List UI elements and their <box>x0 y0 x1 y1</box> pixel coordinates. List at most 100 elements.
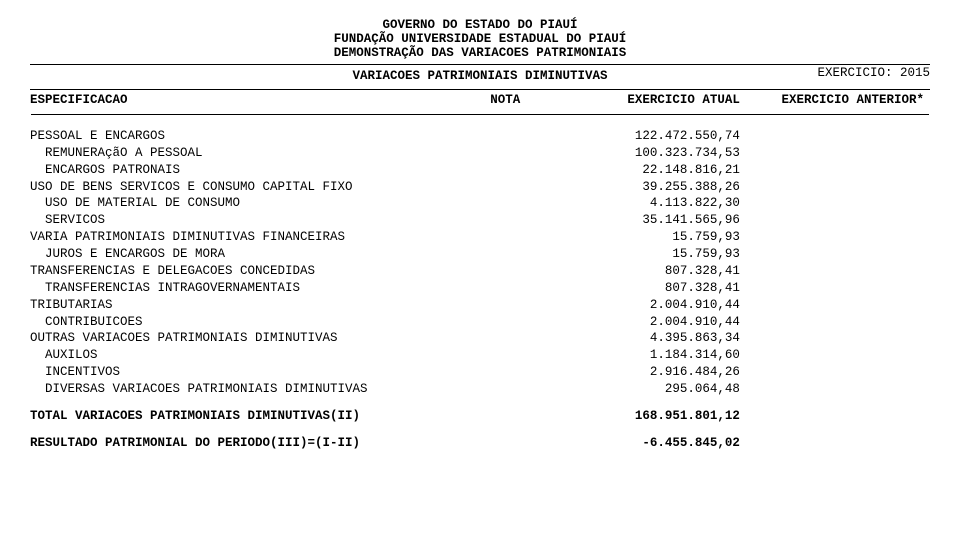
row-anterior <box>746 314 930 331</box>
total-nota <box>490 435 562 452</box>
row-nota <box>490 364 562 381</box>
row-anterior <box>746 364 930 381</box>
row-label: CONTRIBUICOES <box>30 314 490 331</box>
total-label: RESULTADO PATRIMONIAL DO PERIODO(III)=(I… <box>30 435 490 452</box>
row-label: JUROS E ENCARGOS DE MORA <box>30 246 490 263</box>
row-anterior <box>746 280 930 297</box>
row-atual: 2.004.910,44 <box>562 314 746 331</box>
table-row: ENCARGOS PATRONAIS 22.148.816,21 <box>30 162 930 179</box>
row-nota <box>490 162 562 179</box>
row-anterior <box>746 179 930 196</box>
table-row: AUXILOS 1.184.314,60 <box>30 347 930 364</box>
totals-body: TOTAL VARIACOES PATRIMONIAIS DIMINUTIVAS… <box>30 408 930 452</box>
row-anterior <box>746 246 930 263</box>
row-label: ENCARGOS PATRONAIS <box>30 162 490 179</box>
table-row: DIVERSAS VARIACOES PATRIMONIAIS DIMINUTI… <box>30 381 930 398</box>
row-anterior <box>746 381 930 398</box>
table-row: TRANSFERENCIAS INTRAGOVERNAMENTAIS 807.32… <box>30 280 930 297</box>
row-nota <box>490 212 562 229</box>
row-nota <box>490 195 562 212</box>
col-atual: EXERCICIO ATUAL <box>562 92 746 109</box>
table-row: TRIBUTARIAS 2.004.910,44 <box>30 297 930 314</box>
row-label: VARIA PATRIMONIAIS DIMINUTIVAS FINANCEIR… <box>30 229 490 246</box>
table-row: PESSOAL E ENCARGOS 122.472.550,74 <box>30 128 930 145</box>
col-spec: ESPECIFICACAO <box>30 92 490 109</box>
row-anterior <box>746 347 930 364</box>
rule-under-header <box>30 109 930 118</box>
header-line-2: FUNDAÇÃO UNIVERSIDADE ESTADUAL DO PIAUÍ <box>30 32 930 46</box>
row-nota <box>490 145 562 162</box>
data-table: ESPECIFICACAO NOTA EXERCICIO ATUAL EXERC… <box>30 92 930 452</box>
row-label: USO DE BENS SERVICOS E CONSUMO CAPITAL F… <box>30 179 490 196</box>
row-atual: 807.328,41 <box>562 280 746 297</box>
total-nota <box>490 408 562 425</box>
table-row: SERVICOS 35.141.565,96 <box>30 212 930 229</box>
row-label: REMUNERAçãO A PESSOAL <box>30 145 490 162</box>
row-anterior <box>746 297 930 314</box>
total-atual: -6.455.845,02 <box>562 435 746 452</box>
row-label: TRANSFERENCIAS INTRAGOVERNAMENTAIS <box>30 280 490 297</box>
row-atual: 35.141.565,96 <box>562 212 746 229</box>
spacer <box>30 118 930 128</box>
table-row: REMUNERAçãO A PESSOAL 100.323.734,53 <box>30 145 930 162</box>
table-row: OUTRAS VARIACOES PATRIMONIAIS DIMINUTIVA… <box>30 330 930 347</box>
row-anterior <box>746 330 930 347</box>
rule-top <box>30 64 930 65</box>
row-anterior <box>746 195 930 212</box>
row-nota <box>490 314 562 331</box>
row-anterior <box>746 212 930 229</box>
table-row: VARIA PATRIMONIAIS DIMINUTIVAS FINANCEIR… <box>30 229 930 246</box>
section-title: VARIACOES PATRIMONIAIS DIMINUTIVAS <box>30 67 930 85</box>
row-label: TRIBUTARIAS <box>30 297 490 314</box>
row-atual: 2.916.484,26 <box>562 364 746 381</box>
row-anterior <box>746 128 930 145</box>
document-page: GOVERNO DO ESTADO DO PIAUÍ FUNDAÇÃO UNIV… <box>0 0 960 452</box>
row-nota <box>490 330 562 347</box>
row-nota <box>490 128 562 145</box>
total-row: TOTAL VARIACOES PATRIMONIAIS DIMINUTIVAS… <box>30 408 930 425</box>
row-atual: 39.255.388,26 <box>562 179 746 196</box>
row-label: USO DE MATERIAL DE CONSUMO <box>30 195 490 212</box>
col-anterior: EXERCICIO ANTERIOR* <box>746 92 930 109</box>
total-anterior <box>746 435 930 452</box>
table-row: TRANSFERENCIAS E DELEGACOES CONCEDIDAS80… <box>30 263 930 280</box>
table-row: INCENTIVOS2.916.484,26 <box>30 364 930 381</box>
table-row: CONTRIBUICOES 2.004.910,44 <box>30 314 930 331</box>
row-atual: 2.004.910,44 <box>562 297 746 314</box>
row-atual: 15.759,93 <box>562 229 746 246</box>
row-atual: 122.472.550,74 <box>562 128 746 145</box>
row-atual: 15.759,93 <box>562 246 746 263</box>
total-anterior <box>746 408 930 425</box>
table-row: USO DE BENS SERVICOS E CONSUMO CAPITAL F… <box>30 179 930 196</box>
row-label: AUXILOS <box>30 347 490 364</box>
row-atual: 22.148.816,21 <box>562 162 746 179</box>
col-nota: NOTA <box>490 92 562 109</box>
row-anterior <box>746 229 930 246</box>
row-label: OUTRAS VARIACOES PATRIMONIAIS DIMINUTIVA… <box>30 330 490 347</box>
row-label: PESSOAL E ENCARGOS <box>30 128 490 145</box>
column-header-row: ESPECIFICACAO NOTA EXERCICIO ATUAL EXERC… <box>30 92 930 109</box>
row-anterior <box>746 263 930 280</box>
row-label: DIVERSAS VARIACOES PATRIMONIAIS DIMINUTI… <box>30 381 490 398</box>
total-row: RESULTADO PATRIMONIAL DO PERIODO(III)=(I… <box>30 435 930 452</box>
row-atual: 1.184.314,60 <box>562 347 746 364</box>
table-row: JUROS E ENCARGOS DE MORA 15.759,93 <box>30 246 930 263</box>
total-atual: 168.951.801,12 <box>562 408 746 425</box>
row-atual: 4.113.822,30 <box>562 195 746 212</box>
header-line-1: GOVERNO DO ESTADO DO PIAUÍ <box>30 18 930 32</box>
row-nota <box>490 381 562 398</box>
header-line-3: DEMONSTRAÇÃO DAS VARIACOES PATRIMONIAIS <box>30 46 930 60</box>
spacer <box>30 398 930 408</box>
row-atual: 100.323.734,53 <box>562 145 746 162</box>
header-block: GOVERNO DO ESTADO DO PIAUÍ FUNDAÇÃO UNIV… <box>30 18 930 60</box>
row-label: SERVICOS <box>30 212 490 229</box>
rows-body: PESSOAL E ENCARGOS 122.472.550,74 REMUNER… <box>30 128 930 398</box>
row-anterior <box>746 162 930 179</box>
row-atual: 4.395.863,34 <box>562 330 746 347</box>
row-label: TRANSFERENCIAS E DELEGACOES CONCEDIDAS <box>30 263 490 280</box>
row-nota <box>490 229 562 246</box>
row-nota <box>490 179 562 196</box>
header-exercicio: EXERCICIO: 2015 <box>817 66 930 80</box>
row-nota <box>490 263 562 280</box>
row-atual: 295.064,48 <box>562 381 746 398</box>
